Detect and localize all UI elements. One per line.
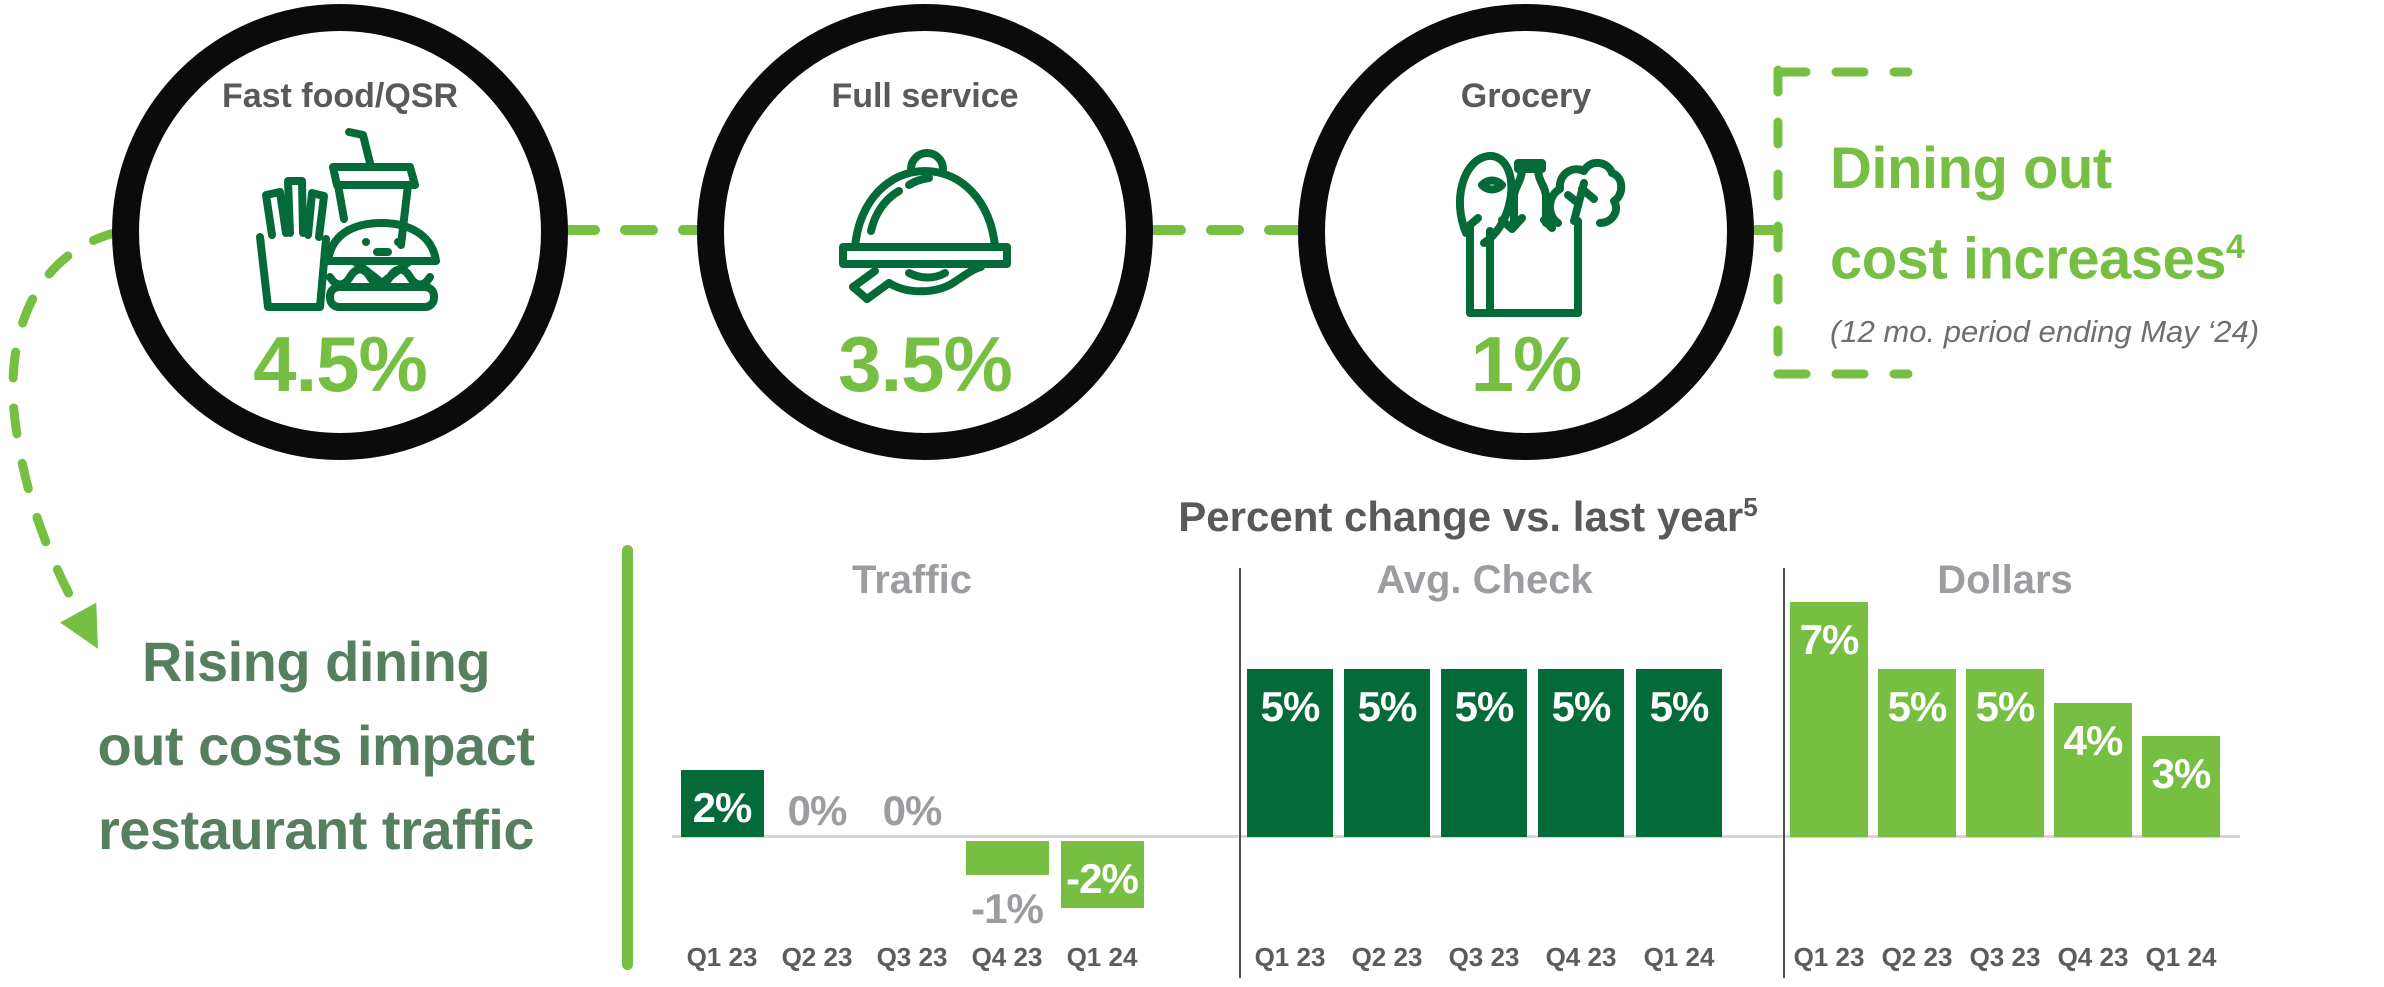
bar-avg-check-q2-23 bbox=[1344, 669, 1430, 837]
circle-value: 3.5% bbox=[838, 320, 1013, 408]
bar-value-label: -2% bbox=[1066, 855, 1139, 902]
bar-dollars-q1-23 bbox=[1790, 601, 1868, 837]
section-divider-2 bbox=[1783, 568, 1785, 978]
green-accent-line bbox=[622, 545, 633, 970]
section-label-avg-check: Avg. Check bbox=[1376, 558, 1593, 602]
circle-value: 4.5% bbox=[253, 320, 428, 408]
curved-arrow bbox=[8, 227, 123, 649]
x-tick-label: Q1 24 bbox=[2145, 942, 2217, 972]
chart-title: Percent change vs. last year5 bbox=[1018, 492, 1918, 541]
circle-label: Full service bbox=[831, 77, 1019, 115]
category-circle-grocery: Grocery 1% bbox=[1298, 4, 1754, 460]
circle-value: 1% bbox=[1470, 320, 1583, 408]
section-divider-1 bbox=[1239, 568, 1241, 978]
callout-title-line1: Dining out bbox=[1830, 136, 2112, 201]
callout-subtitle: (12 mo. period ending May ‘24) bbox=[1830, 314, 2260, 350]
bar-avg-check-q3-23 bbox=[1441, 669, 1527, 837]
x-tick-label: Q1 23 bbox=[686, 942, 758, 972]
x-tick-label: Q1 23 bbox=[1793, 942, 1865, 972]
section-label-traffic: Traffic bbox=[851, 558, 973, 602]
x-tick-label: Q3 23 bbox=[876, 942, 948, 972]
category-circle-fast-food: Fast food/QSR 4.5% bbox=[112, 4, 568, 460]
chart-title-footnote-sup: 5 bbox=[1743, 492, 1758, 522]
bar-value-label: 5% bbox=[1649, 683, 1710, 730]
x-tick-label: Q3 23 bbox=[1448, 942, 1520, 972]
bar-dollars-q2-23 bbox=[1878, 669, 1956, 837]
callout-title-line2: cost increases bbox=[1830, 226, 2227, 292]
bar-value-label: 5% bbox=[1454, 683, 1515, 730]
category-circle-full-service: Full service 3.5% bbox=[697, 4, 1153, 460]
x-tick-label: Q1 24 bbox=[1643, 942, 1715, 972]
bar-value-label: 7% bbox=[1799, 615, 1860, 663]
bar-dollars-q1-24 bbox=[2142, 736, 2220, 837]
headline-line3: restaurant traffic bbox=[97, 798, 535, 861]
x-tick-label: Q4 23 bbox=[971, 942, 1043, 972]
bar-value-label: 5% bbox=[1975, 683, 2036, 730]
x-tick-label: Q1 24 bbox=[1066, 942, 1138, 972]
bar-value-label: -1% bbox=[971, 884, 1044, 932]
x-tick-label: Q1 23 bbox=[1254, 942, 1326, 972]
section-label-dollars: Dollars bbox=[1937, 558, 2073, 602]
chart-title-text: Percent change vs. last year bbox=[1178, 493, 1744, 540]
bar-avg-check-q4-23 bbox=[1538, 669, 1624, 837]
bar-dollars-q3-23 bbox=[1966, 669, 2044, 837]
fast-food-icon bbox=[256, 128, 440, 311]
dining-out-callout: Dining out cost increases4 (12 mo. period… bbox=[1830, 130, 2259, 350]
headline: Rising dining out costs impact restauran… bbox=[10, 620, 622, 872]
bar-value-label: 2% bbox=[692, 783, 753, 831]
bar-dollars-q4-23 bbox=[2054, 702, 2132, 837]
x-tick-label: Q3 23 bbox=[1969, 942, 2041, 972]
callout-footnote-sup: 4 bbox=[2226, 228, 2245, 266]
headline-line1: Rising dining bbox=[141, 630, 491, 693]
x-tick-label: Q2 23 bbox=[1881, 942, 1953, 972]
circle-label: Fast food/QSR bbox=[221, 77, 459, 115]
bar-value-label: 0% bbox=[882, 787, 943, 834]
x-tick-label: Q4 23 bbox=[1545, 942, 1617, 972]
bar-value-label: 4% bbox=[2063, 716, 2124, 764]
bar-avg-check-q1-23 bbox=[1247, 669, 1333, 837]
bar-value-label: 5% bbox=[1260, 683, 1321, 730]
bar-avg-check-q1-24 bbox=[1636, 669, 1722, 837]
bar-value-label: 5% bbox=[1551, 683, 1612, 730]
cloche-hand-icon bbox=[839, 149, 1011, 303]
bar-value-label: 5% bbox=[1887, 683, 1948, 730]
bar-value-label: 0% bbox=[787, 787, 848, 834]
bar-traffic-q1-24 bbox=[1060, 841, 1144, 909]
bar-value-label: 3% bbox=[2151, 750, 2212, 798]
circle-label: Grocery bbox=[1460, 77, 1592, 115]
x-tick-label: Q2 23 bbox=[781, 942, 853, 972]
bar-traffic-q1-23 bbox=[680, 769, 764, 837]
x-tick-label: Q2 23 bbox=[1351, 942, 1423, 972]
x-tick-label: Q4 23 bbox=[2057, 942, 2129, 972]
bar-traffic-q4-23 bbox=[965, 841, 1049, 875]
callout-title: Dining out cost increases4 bbox=[1830, 130, 2259, 298]
headline-line2: out costs impact bbox=[97, 714, 535, 777]
grocery-bag-icon bbox=[1455, 151, 1626, 317]
bar-value-label: 5% bbox=[1357, 683, 1418, 730]
